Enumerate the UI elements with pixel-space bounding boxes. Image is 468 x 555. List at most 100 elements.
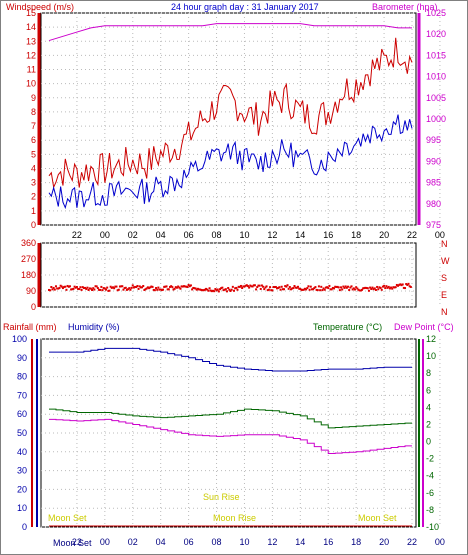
direction-point xyxy=(238,285,241,288)
direction-point xyxy=(77,287,80,290)
wind-x-tick-11: 20 xyxy=(379,230,389,240)
direction-point xyxy=(264,286,267,289)
direction-point xyxy=(309,285,312,288)
direction-point xyxy=(145,287,148,290)
direction-point xyxy=(269,286,272,289)
direction-point xyxy=(322,287,325,290)
direction-point xyxy=(363,287,366,290)
clim-x-tick-7: 12 xyxy=(267,537,277,547)
direction-point xyxy=(223,288,226,291)
clim-y-tick-8: 80 xyxy=(17,372,27,382)
direction-point xyxy=(312,288,315,291)
direction-point xyxy=(256,286,259,289)
direction-point xyxy=(200,289,203,292)
temp-y-tick-8: 6 xyxy=(426,385,431,395)
direction-point xyxy=(252,284,255,287)
direction-point xyxy=(253,284,256,287)
direction-point xyxy=(66,284,69,287)
wind-panel-frame xyxy=(40,12,417,226)
direction-point xyxy=(87,289,90,292)
compass-label-0: N xyxy=(441,239,448,249)
direction-point xyxy=(372,288,375,291)
wind-x-tick-4: 06 xyxy=(184,230,194,240)
direction-point xyxy=(150,285,153,288)
direction-point xyxy=(195,288,198,291)
barometer-line xyxy=(48,23,412,42)
direction-point xyxy=(188,285,191,288)
direction-point xyxy=(50,285,53,288)
direction-point xyxy=(194,287,197,290)
direction-point xyxy=(185,285,188,288)
direction-point xyxy=(340,286,343,289)
direction-point xyxy=(165,285,168,288)
direction-point xyxy=(92,287,95,290)
direction-point xyxy=(409,285,412,288)
direction-point xyxy=(381,285,384,288)
clim-y-tick-7: 70 xyxy=(17,390,27,400)
direction-point xyxy=(277,286,280,289)
direction-point xyxy=(210,290,213,293)
direction-point xyxy=(376,285,379,288)
direction-point xyxy=(338,289,341,292)
direction-point xyxy=(121,285,124,288)
direction-point xyxy=(196,287,199,290)
clim-x-tick-9: 16 xyxy=(323,537,333,547)
baro-y-tick-7: 1010 xyxy=(426,72,446,82)
rainfall-label: Rainfall (mm) xyxy=(3,322,57,332)
direction-point xyxy=(287,287,290,290)
wind-x-tick-8: 14 xyxy=(295,230,305,240)
direction-point xyxy=(172,288,175,291)
direction-point xyxy=(48,288,50,291)
direction-point xyxy=(355,286,358,289)
wind-y-tick-14: 14 xyxy=(26,22,36,32)
direction-point xyxy=(356,287,359,290)
clim-x-tick-6: 10 xyxy=(239,537,249,547)
clim-y-tick-9: 90 xyxy=(17,353,27,363)
temp-y-tick-9: 8 xyxy=(426,368,431,378)
direction-point xyxy=(360,288,363,291)
temp-y-tick-3: -4 xyxy=(426,471,434,481)
direction-point xyxy=(241,287,244,290)
dir-y-tick-3: 270 xyxy=(21,254,36,264)
direction-point xyxy=(298,287,301,290)
direction-point xyxy=(106,286,109,289)
direction-point xyxy=(290,288,292,291)
direction-point xyxy=(158,288,161,291)
direction-point xyxy=(122,288,125,291)
direction-point xyxy=(68,285,71,288)
temp-y-tick-0: -10 xyxy=(426,522,439,532)
direction-point xyxy=(272,285,275,288)
windspeed-label: Windspeed (m/s) xyxy=(6,2,74,12)
wind-x-tick-12: 22 xyxy=(407,230,417,240)
direction-point xyxy=(152,288,155,291)
direction-point xyxy=(228,288,231,291)
direction-point xyxy=(365,287,368,290)
direction-point xyxy=(230,288,233,291)
direction-point xyxy=(243,285,246,288)
direction-point xyxy=(301,288,304,291)
direction-point xyxy=(328,284,331,287)
direction-point xyxy=(101,289,104,292)
direction-point xyxy=(135,286,138,289)
direction-point xyxy=(96,287,99,290)
direction-point xyxy=(73,285,76,288)
direction-point xyxy=(191,288,194,291)
temp-y-tick-1: -8 xyxy=(426,505,434,515)
direction-point xyxy=(148,287,151,290)
climate-y-axis-right: -10 -8 -6 -4 -2 0 2 4 6 8 10 12 xyxy=(418,334,439,532)
direction-point xyxy=(129,288,132,291)
direction-point xyxy=(359,289,362,292)
wind-y-tick-0: 0 xyxy=(31,220,36,230)
direction-point xyxy=(400,284,403,287)
direction-point xyxy=(266,289,269,292)
direction-point xyxy=(336,285,339,288)
direction-point xyxy=(246,285,249,288)
baro-y-tick-6: 1005 xyxy=(426,93,446,103)
direction-point xyxy=(239,284,242,287)
direction-point xyxy=(160,289,163,292)
direction-point xyxy=(201,289,204,292)
direction-point xyxy=(344,285,347,288)
direction-point xyxy=(405,283,408,286)
